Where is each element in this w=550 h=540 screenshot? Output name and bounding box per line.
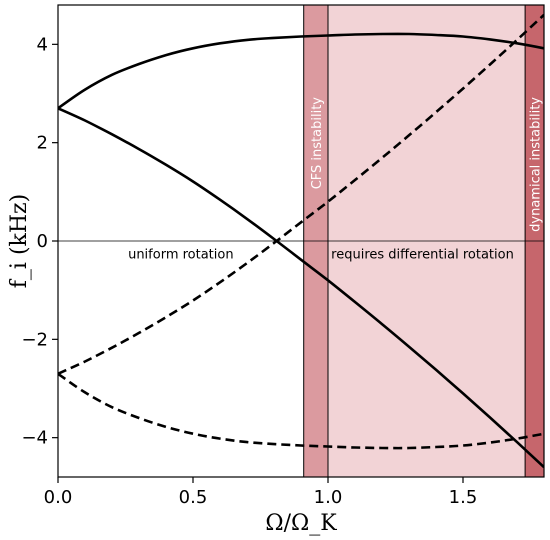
band-label-2: dynamical instability (529, 97, 544, 232)
series-0-line (58, 32, 544, 110)
annotations: uniform rotation requires differential ro… (128, 247, 514, 262)
annotation-0: uniform rotation (128, 247, 234, 262)
annotation-1: requires differential rotation (331, 247, 514, 262)
band-label-1: CFS instability (310, 97, 325, 190)
series-1-line (58, 107, 544, 469)
series-3-line (58, 372, 544, 450)
series-group (58, 13, 544, 469)
x-tick-label: 1.5 (449, 487, 478, 508)
axis-ticks: 0.0 0.5 1.0 1.5 −4 −2 0 2 4 (21, 34, 477, 508)
y-tick-label: 2 (37, 133, 48, 154)
band-labels: CFS instability dynamical instability (310, 97, 544, 232)
x-tick-label: 0.0 (44, 487, 73, 508)
x-tick-label: 1.0 (314, 487, 343, 508)
y-axis-label: f_i (kHz) (7, 194, 32, 288)
x-axis-label: Ω/Ω_K (265, 511, 337, 536)
y-tick-label: 0 (37, 231, 48, 252)
y-tick-label: −4 (21, 428, 48, 449)
x-tick-label: 0.5 (179, 487, 208, 508)
y-tick-label: −2 (21, 329, 48, 350)
y-tick-label: 4 (37, 34, 48, 55)
series-2-line (58, 13, 544, 375)
